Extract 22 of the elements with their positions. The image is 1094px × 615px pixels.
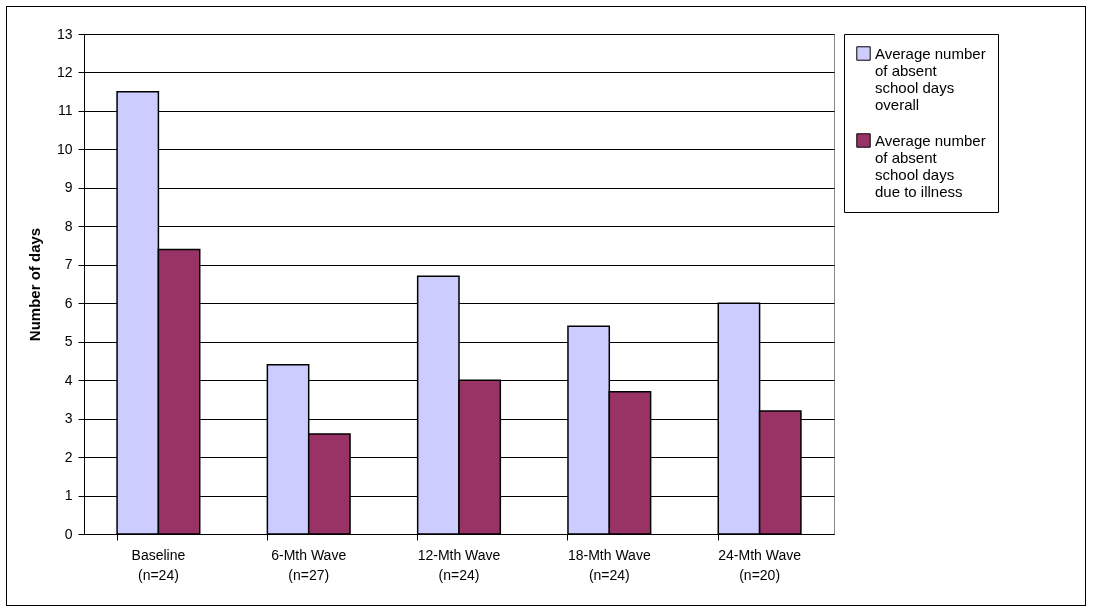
y-tick-label: 5 [64,333,73,350]
y-tick-label: 1 [64,487,73,504]
y-tick-label: 11 [57,102,73,119]
y-tick-label: 6 [64,294,73,311]
y-tick-label: 13 [56,25,73,42]
x-tick-label: Baseline (n=24) [131,546,186,583]
legend-label: Average number of absent school days due to illness [875,131,986,200]
y-tick-label: 8 [64,217,73,234]
y-tick-label: 12 [56,63,73,80]
x-tick-label: 18-Mth Wave (n=24) [567,546,651,583]
y-tick-label: 3 [64,410,73,427]
y-axis-title: Number of days [25,227,43,342]
y-tick-label: 2 [64,448,73,465]
y-tick-label: 7 [64,256,73,273]
y-tick-label: 4 [64,371,73,388]
x-tick-label: 24-Mth Wave (n=20) [718,546,802,583]
legend-label: Average number of absent school days overall [875,44,986,113]
y-tick-label: 10 [56,140,73,157]
y-tick-label: 0 [64,525,73,542]
x-tick-label: 6-Mth Wave (n=27) [271,546,347,583]
x-tick-label: 12-Mth Wave (n=24) [417,546,501,583]
y-tick-label: 9 [64,179,73,196]
